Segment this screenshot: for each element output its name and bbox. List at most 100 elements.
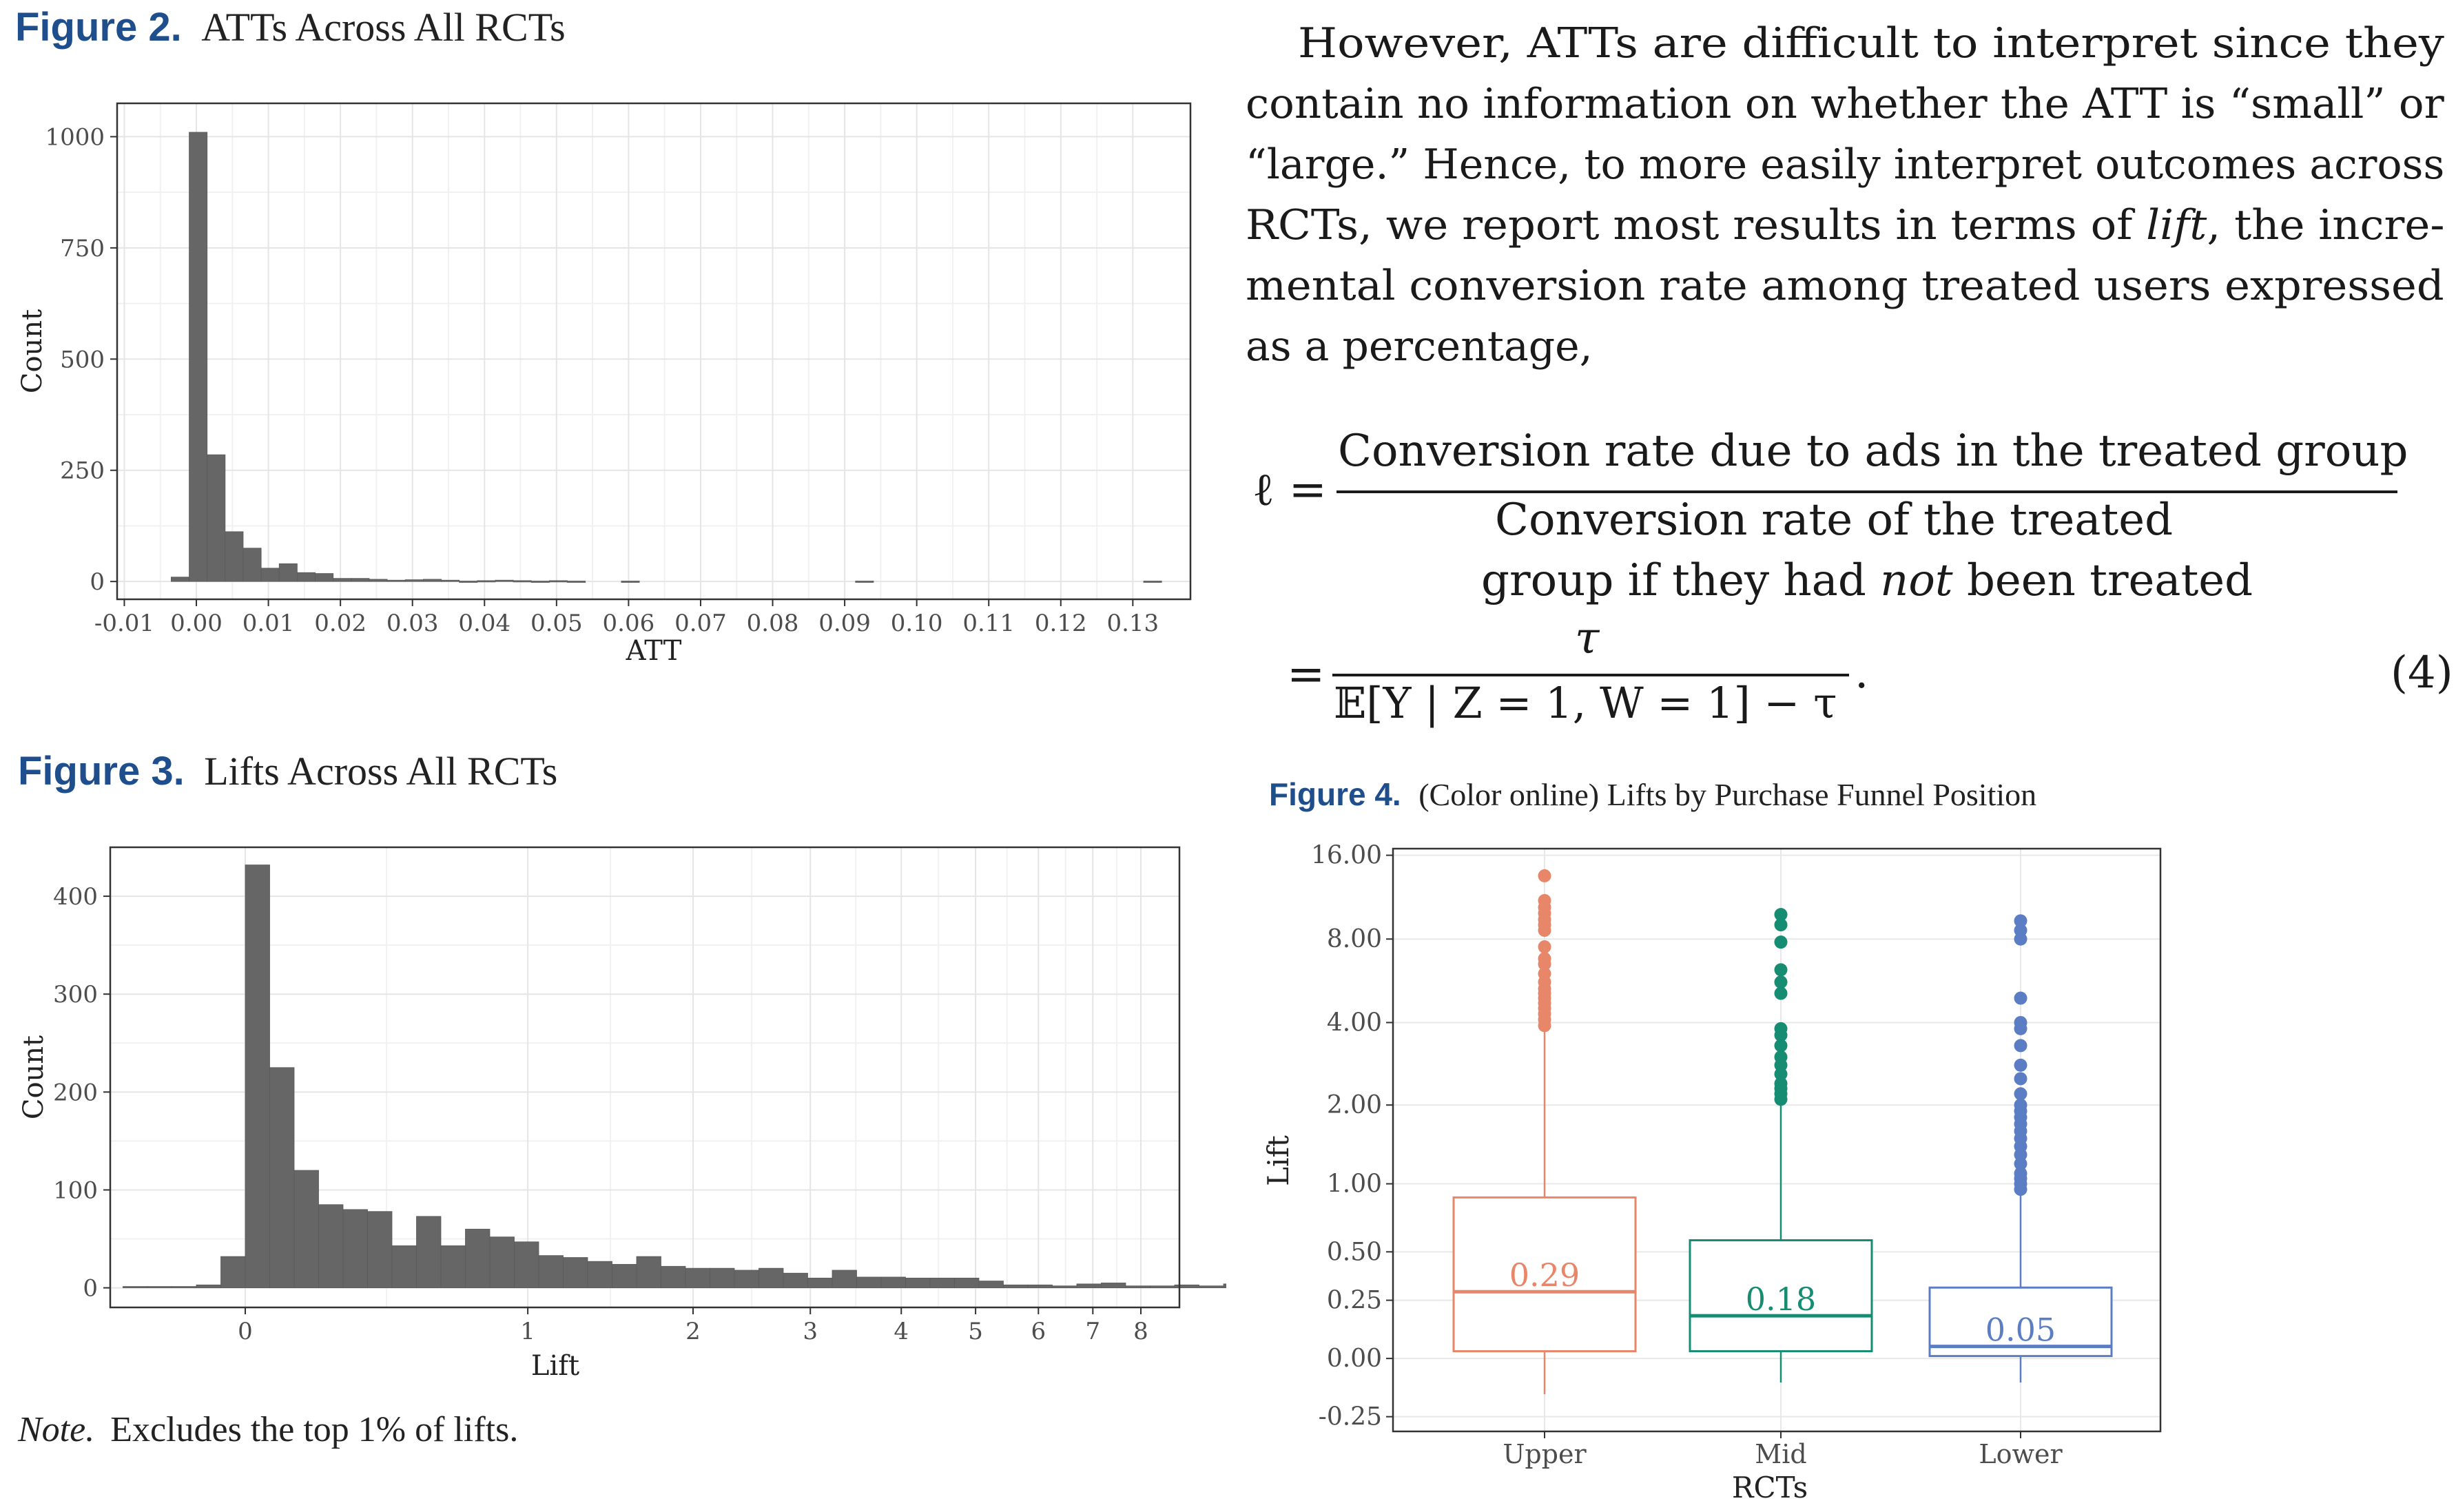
y-tick-label: 4.00 — [1327, 1008, 1382, 1037]
paragraph-text: “large.” Hence, to more easily interpret… — [1246, 141, 2445, 189]
outlier-point — [1538, 940, 1551, 954]
outlier-point — [2014, 1157, 2027, 1170]
histogram-bar — [147, 1286, 172, 1288]
median-label: 0.05 — [1985, 1312, 2056, 1349]
histogram-bar — [567, 581, 586, 583]
histogram-bar — [1150, 1285, 1175, 1288]
histogram-bar — [369, 579, 388, 582]
histogram-bar — [1143, 581, 1162, 583]
y-tick-label: 0.50 — [1327, 1238, 1382, 1266]
x-tick-label: -0.01 — [94, 610, 154, 637]
outlier-point — [1774, 1039, 1788, 1053]
histogram-bar — [514, 1241, 539, 1288]
outlier-point — [1774, 963, 1788, 977]
outlier-point — [2014, 1098, 2027, 1112]
histogram-bar — [207, 454, 226, 582]
histogram-bar — [225, 531, 244, 582]
figure3-label: Figure 3. — [18, 749, 185, 794]
y-tick-label: 2.00 — [1327, 1091, 1382, 1119]
x-tick-label: 7 — [1085, 1318, 1100, 1345]
paragraph-line: “large.” Hence, to more easily interpret… — [1246, 141, 2444, 189]
figure2-chart: -0.01 0.00 0.01 0.02 0.03 0.04 0.05 0.06 0.07 0.0… — [17, 102, 1192, 667]
box-mid — [1689, 1239, 1873, 1353]
histogram-bar — [333, 578, 352, 582]
x-tick-label: Lower — [1979, 1439, 2063, 1469]
histogram-bar — [1199, 1285, 1224, 1288]
paragraph-text: as a percentage, — [1246, 322, 1593, 371]
histogram-bar — [612, 1264, 637, 1288]
x-tick-label: Upper — [1503, 1439, 1587, 1469]
figure4-chart: 0.29 0.18 0.05 -0.25 0.00 0.25 0.50 1.00 2.00 4.0… — [1261, 842, 2162, 1504]
plot-border — [109, 846, 1181, 1309]
figure4-label: Figure 4. — [1269, 776, 1401, 812]
histogram-bar — [563, 1257, 588, 1288]
x-tick-label: 0.04 — [458, 610, 510, 637]
histogram-bar — [856, 1276, 882, 1288]
x-tick-label: 0.11 — [962, 610, 1015, 637]
eq-den2-post: been treated — [1952, 555, 2253, 606]
histogram-bar — [1076, 1283, 1102, 1288]
histogram-bar — [297, 572, 316, 582]
outlier-point — [1774, 1022, 1788, 1035]
y-axis-label: Count — [17, 309, 48, 393]
x-tick-label: 0.02 — [314, 610, 367, 637]
note-label: Note. — [18, 1410, 95, 1449]
paragraph-line: RCTs, we report most results in terms of… — [1246, 201, 2444, 249]
outlier-point — [1774, 1077, 1788, 1090]
equation-second-equals: = — [1287, 648, 1325, 701]
outlier-point — [1774, 918, 1788, 932]
histogram-bar — [220, 1256, 246, 1288]
x-axis-label: Lift — [531, 1350, 579, 1382]
y-tick-label: 0.00 — [1327, 1345, 1382, 1373]
histogram-bar — [1125, 1285, 1150, 1288]
histogram-bar — [954, 1277, 980, 1288]
outlier-point — [1774, 975, 1788, 989]
outlier-point — [2014, 1072, 2027, 1086]
histogram-bar — [489, 1236, 515, 1288]
y-axis-label: Count — [18, 1035, 50, 1119]
histogram-bar — [783, 1272, 808, 1288]
equation-expectation: 𝔼[Y | Z = 1, W = 1] − τ — [1334, 678, 1837, 728]
histogram-bar — [734, 1270, 759, 1288]
histogram-bar — [440, 1245, 466, 1288]
x-tick-label: 0.05 — [530, 610, 583, 637]
histogram-bar — [661, 1265, 686, 1288]
x-tick-label: 0.03 — [386, 610, 439, 637]
histogram-bar — [189, 132, 208, 582]
plot-border — [1392, 847, 2162, 1433]
histogram-bar — [621, 581, 640, 583]
paragraph-line: contain no information on whether the AT… — [1246, 80, 2444, 128]
histogram-bar — [880, 1276, 906, 1288]
histogram-bar — [905, 1277, 931, 1288]
box-lower — [1928, 1286, 2113, 1358]
histogram-bar — [342, 1209, 368, 1288]
histogram-bar — [123, 1286, 148, 1288]
x-tick-label: 0.06 — [603, 610, 655, 637]
histogram-bar — [1223, 1283, 1226, 1288]
histogram-bar — [929, 1277, 955, 1288]
equation-fraction-bar — [1337, 490, 2397, 493]
histogram-bar — [587, 1261, 612, 1288]
histogram-bar — [260, 568, 280, 582]
x-tick-label: 8 — [1133, 1318, 1148, 1345]
histogram-bar — [685, 1267, 710, 1288]
histogram-bar — [530, 581, 550, 583]
outlier-point — [1774, 935, 1788, 949]
outlier-point — [1538, 952, 1551, 966]
y-tick-label: 1.00 — [1327, 1170, 1382, 1199]
y-tick-label: 500 — [60, 346, 105, 373]
histogram-bar — [441, 579, 460, 582]
histogram-bar — [459, 581, 478, 583]
histogram-bar — [367, 1211, 393, 1288]
histogram-bar — [386, 579, 406, 582]
y-tick-label: 250 — [60, 457, 105, 485]
histogram-bar — [710, 1267, 735, 1288]
equation-tau: τ — [1575, 613, 1600, 664]
x-tick-label: 1 — [520, 1318, 535, 1345]
outlier-point — [1538, 967, 1551, 981]
outlier-point — [2014, 924, 2027, 938]
median-label: 0.18 — [1746, 1281, 1816, 1318]
histogram-bar — [278, 563, 298, 582]
plot-border — [116, 102, 1192, 601]
figure2-title: ATTs Across All RCTs — [201, 5, 566, 50]
